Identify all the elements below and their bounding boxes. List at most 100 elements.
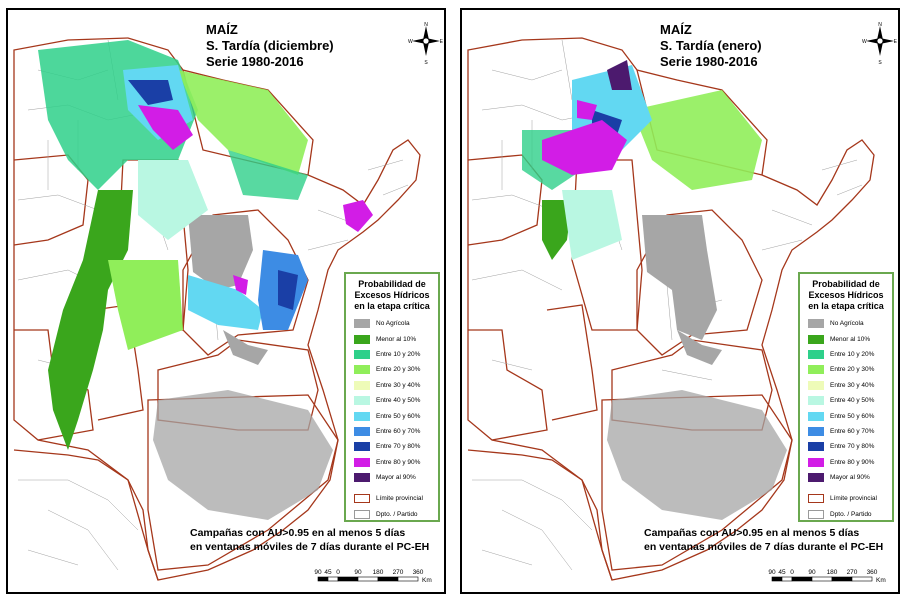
legend-swatch [808, 349, 824, 359]
title-line: MAÍZ [660, 22, 692, 37]
boundary-legend-item: Límite provincial [354, 491, 438, 506]
legend-label: Mayor al 90% [830, 474, 870, 482]
legend-label: Límite provincial [830, 495, 877, 503]
scale-tick-label: 360 [413, 569, 424, 576]
scale-segment [337, 576, 359, 582]
legend-label: Mayor al 90% [376, 474, 416, 482]
scale-segment [791, 576, 813, 582]
title-line: S. Tardía (enero) [660, 38, 762, 53]
south-label: S [878, 60, 882, 66]
legend-swatch [354, 365, 370, 375]
legend-label: Dpto. / Partido [376, 510, 418, 518]
legend-swatch [354, 494, 370, 504]
legend-swatch [808, 380, 824, 390]
legend-label: Límite provincial [376, 495, 423, 503]
boundary-legend-item: Límite provincial [808, 491, 892, 506]
east-label: E [894, 39, 898, 45]
scale-tick-label: 90 [768, 569, 776, 576]
legend-item: Entre 50 y 60% [808, 408, 892, 423]
legend-label: Entre 30 y 40% [376, 381, 421, 389]
boundary-legend-item: Dpto. / Partido [808, 507, 892, 522]
legend-swatch [808, 319, 824, 329]
legend-item: Mayor al 90% [808, 470, 892, 485]
title-line: Serie 1980-2016 [660, 54, 758, 69]
legend-item: Entre 30 y 40% [354, 378, 438, 393]
legend-swatch [808, 509, 824, 519]
legend-swatch [354, 396, 370, 406]
scale-tick-label: 360 [867, 569, 878, 576]
scale-segment [377, 576, 399, 582]
scale-tick-label: 270 [847, 569, 858, 576]
scale-segment [397, 576, 419, 582]
legend-label: Entre 70 y 80% [376, 443, 421, 451]
legend-item: Menor al 10% [808, 331, 892, 346]
legend-swatch [354, 509, 370, 519]
legend-list: No Agrícola Menor al 10% Entre 10 y 20% Ent… [346, 316, 438, 485]
legend-label: Entre 50 y 60% [376, 412, 421, 420]
legend-swatch [808, 442, 824, 452]
north-arrow-icon: N S E W [408, 22, 444, 66]
legend-label: Entre 70 y 80% [830, 443, 875, 451]
legend: Probabilidad de Excesos Hídricos en la e… [798, 272, 894, 522]
legend-label: Entre 30 y 40% [830, 381, 875, 389]
legend-swatch [354, 380, 370, 390]
legend-item: Menor al 10% [354, 331, 438, 346]
map-caption: Campañas con AU>0.95 en al menos 5 días … [644, 526, 883, 554]
legend-item: Entre 50 y 60% [354, 408, 438, 423]
north-arrow-icon: N S E W [862, 22, 898, 66]
legend-label: Entre 20 y 30% [830, 366, 875, 374]
legend-label: Entre 60 y 70% [830, 427, 875, 435]
scale-tick-label: 90 [808, 569, 816, 576]
legend-item: No Agrícola [808, 316, 892, 331]
legend-swatch [808, 411, 824, 421]
map-panel-enero: MAÍZ S. Tardía (enero) Serie 1980-2016 N… [460, 8, 900, 594]
legend-swatch [808, 396, 824, 406]
south-label: S [424, 60, 428, 66]
west-label: W [408, 39, 413, 45]
caption-line: Campañas con AU>0.95 en al menos 5 días [644, 527, 860, 539]
legend-swatch [354, 473, 370, 483]
scale-segment [771, 576, 783, 582]
zone-low-probability [38, 40, 308, 450]
legend-swatch [354, 319, 370, 329]
scale-segment [317, 576, 329, 582]
legend-label: Menor al 10% [376, 335, 417, 343]
legend-item: Entre 40 y 50% [808, 393, 892, 408]
legend-item: No Agrícola [354, 316, 438, 331]
boundary-legend-item: Dpto. / Partido [354, 507, 438, 522]
west-label: W [862, 39, 867, 45]
legend-label: Entre 50 y 60% [830, 412, 875, 420]
north-label: N [878, 22, 882, 28]
east-label: E [440, 39, 444, 45]
scale-unit-label: Km [876, 577, 886, 584]
map-title: MAÍZ S. Tardía (enero) Serie 1980-2016 [660, 22, 762, 70]
caption-line: en ventanas móviles de 7 días durante el… [644, 541, 884, 553]
scale-segment [811, 576, 833, 582]
legend: Probabilidad de Excesos Hídricos en la e… [344, 272, 440, 522]
legend-label: Entre 40 y 50% [376, 397, 421, 405]
legend-swatch [808, 473, 824, 483]
legend-label: Entre 10 y 20% [376, 350, 421, 358]
zone-no-agricola [607, 215, 787, 520]
caption-line: Campañas con AU>0.95 en al menos 5 días [190, 527, 406, 539]
scale-tick-label: 180 [373, 569, 384, 576]
title-line: S. Tardía (diciembre) [206, 38, 334, 53]
legend-label: Entre 20 y 30% [376, 366, 421, 374]
map-title: MAÍZ S. Tardía (diciembre) Serie 1980-20… [206, 22, 334, 70]
legend-item: Mayor al 90% [354, 470, 438, 485]
caption-line: en ventanas móviles de 7 días durante el… [190, 541, 430, 553]
legend-label: Menor al 10% [830, 335, 871, 343]
scale-segment [327, 576, 339, 582]
legend-item: Entre 10 y 20% [354, 347, 438, 362]
legend-swatch [808, 494, 824, 504]
legend-title: Probabilidad de Excesos Hídricos en la e… [348, 279, 436, 312]
scale-tick-label: 45 [778, 569, 786, 576]
legend-swatch [354, 349, 370, 359]
scale-segment [831, 576, 853, 582]
legend-label: Entre 10 y 20% [830, 350, 875, 358]
map-caption: Campañas con AU>0.95 en al menos 5 días … [190, 526, 429, 554]
boundary-legend-list: Límite provincial Dpto. / Partido [346, 491, 438, 522]
legend-label: Entre 40 y 50% [830, 397, 875, 405]
legend-swatch [354, 334, 370, 344]
